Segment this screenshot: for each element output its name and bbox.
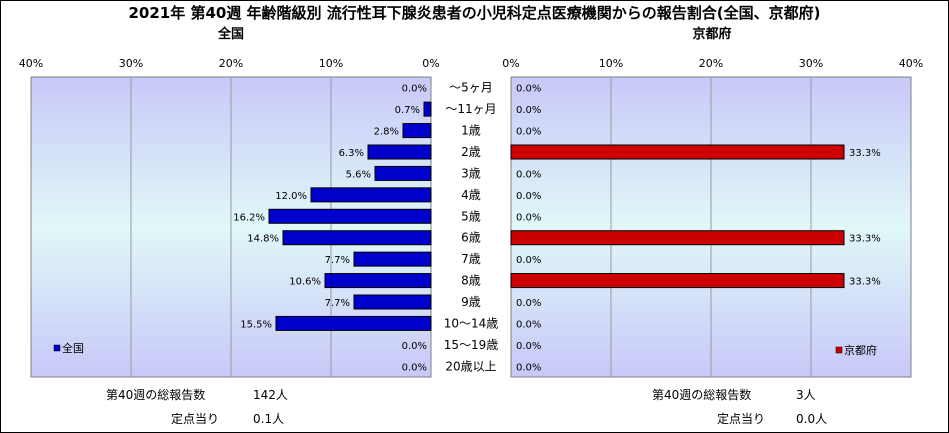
- left-tick-label: 10%: [319, 57, 343, 70]
- right-total-label: 第40週の総報告数: [652, 388, 752, 402]
- kyoto-value-label: 0.0%: [516, 127, 541, 138]
- national-value-label: 0.0%: [402, 84, 427, 95]
- category-label: 1歳: [461, 124, 481, 138]
- national-value-label: 14.8%: [247, 234, 279, 245]
- category-label: 3歳: [461, 166, 481, 180]
- kyoto-value-label: 0.0%: [516, 84, 541, 95]
- national-value-label: 0.0%: [402, 341, 427, 352]
- kyoto-value-label: 0.0%: [516, 169, 541, 180]
- left-tick-label: 0%: [422, 57, 439, 70]
- national-value-label: 7.7%: [325, 298, 350, 309]
- national-bar: [268, 208, 432, 224]
- national-value-label: 2.8%: [374, 127, 399, 138]
- kyoto-legend-swatch: [835, 346, 843, 354]
- left-per-site-label: 定点当り: [171, 412, 220, 426]
- category-label: 4歳: [461, 188, 481, 202]
- national-value-label: 7.7%: [325, 255, 350, 266]
- left-total-value: 142人: [253, 388, 288, 402]
- chart-title: 2021年 第40週 年齢階級別 流行性耳下腺炎患者の小児科定点医療機関からの報…: [128, 4, 821, 22]
- right-panel-title: 京都府: [692, 27, 732, 42]
- right-total-value: 3人: [796, 388, 816, 402]
- national-bar: [353, 294, 432, 310]
- kyoto-value-label: 33.3%: [849, 234, 881, 245]
- category-label: 9歳: [461, 295, 481, 309]
- kyoto-value-label: 0.0%: [516, 212, 541, 223]
- left-tick-label: 20%: [219, 57, 243, 70]
- national-legend-swatch: [53, 344, 61, 352]
- left-panel-title: 全国: [217, 27, 244, 42]
- national-legend-label: 全国: [62, 341, 84, 355]
- national-bar: [423, 101, 432, 117]
- kyoto-value-label: 0.0%: [516, 191, 541, 202]
- right-per-site-value: 0.0人: [796, 412, 828, 426]
- national-value-label: 10.6%: [289, 277, 321, 288]
- kyoto-bar: [510, 144, 845, 160]
- national-value-label: 15.5%: [240, 319, 272, 330]
- category-label: 7歳: [461, 252, 481, 266]
- national-value-label: 6.3%: [339, 148, 364, 159]
- category-label: 〜5ヶ月: [449, 81, 493, 95]
- kyoto-bar: [510, 230, 845, 246]
- category-label: 5歳: [461, 209, 481, 223]
- left-tick-label: 40%: [19, 57, 43, 70]
- left-tick-label: 30%: [119, 57, 143, 70]
- kyoto-value-label: 0.0%: [516, 298, 541, 309]
- kyoto-value-label: 33.3%: [849, 148, 881, 159]
- kyoto-bar: [510, 273, 845, 289]
- category-label: 2歳: [461, 145, 481, 159]
- national-bar: [282, 230, 432, 246]
- national-bar: [324, 273, 432, 289]
- national-value-label: 16.2%: [233, 212, 265, 223]
- national-value-label: 0.0%: [402, 362, 427, 373]
- category-label: 20歳以上: [445, 359, 496, 373]
- left-total-label: 第40週の総報告数: [106, 388, 206, 402]
- right-tick-label: 30%: [799, 57, 823, 70]
- national-value-label: 0.7%: [395, 105, 420, 116]
- national-bar: [374, 165, 432, 181]
- kyoto-value-label: 0.0%: [516, 105, 541, 116]
- kyoto-value-label: 0.0%: [516, 255, 541, 266]
- national-bar: [310, 187, 432, 203]
- right-tick-label: 20%: [699, 57, 723, 70]
- right-tick-label: 10%: [599, 57, 623, 70]
- national-bar: [402, 123, 432, 139]
- category-label: 〜11ヶ月: [445, 102, 496, 116]
- national-value-label: 12.0%: [275, 191, 307, 202]
- kyoto-value-label: 0.0%: [516, 362, 541, 373]
- national-value-label: 5.6%: [346, 169, 371, 180]
- national-bar: [353, 251, 432, 267]
- national-bar: [367, 144, 432, 160]
- category-label: 6歳: [461, 231, 481, 245]
- category-label: 8歳: [461, 274, 481, 288]
- right-per-site-label: 定点当り: [717, 412, 766, 426]
- category-label: 15〜19歳: [444, 338, 499, 352]
- kyoto-value-label: 0.0%: [516, 341, 541, 352]
- category-label: 10〜14歳: [444, 316, 499, 330]
- left-per-site-value: 0.1人: [253, 412, 285, 426]
- kyoto-legend-label: 京都府: [844, 343, 877, 357]
- kyoto-value-label: 33.3%: [849, 277, 881, 288]
- kyoto-value-label: 0.0%: [516, 319, 541, 330]
- right-tick-label: 0%: [502, 57, 519, 70]
- national-bar: [275, 315, 432, 331]
- right-tick-label: 40%: [899, 57, 923, 70]
